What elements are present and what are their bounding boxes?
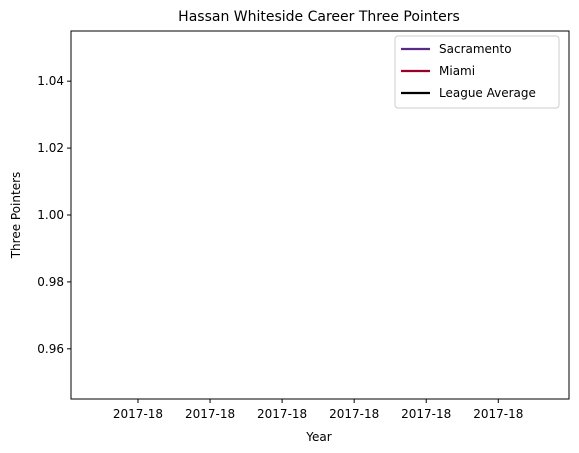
y-axis-label: Three Pointers	[9, 172, 23, 260]
y-tick-label: 1.02	[37, 141, 64, 155]
y-axis-ticks: 0.96 0.98 1.00 1.02 1.04	[37, 74, 71, 356]
x-tick-label: 2017-18	[473, 407, 523, 421]
legend-label: Miami	[439, 64, 475, 78]
legend-label: Sacramento	[439, 42, 512, 56]
chart-title: Hassan Whiteside Career Three Pointers	[178, 9, 460, 25]
x-tick-label: 2017-18	[329, 407, 379, 421]
x-tick-label: 2017-18	[401, 407, 451, 421]
x-axis-label: Year	[305, 430, 331, 444]
legend-box	[394, 35, 560, 109]
legend: Sacramento Miami League Average	[394, 35, 560, 109]
y-tick-label: 0.96	[37, 342, 64, 356]
y-tick-label: 1.04	[37, 74, 64, 88]
x-tick-label: 2017-18	[257, 407, 307, 421]
y-tick-label: 0.98	[37, 275, 64, 289]
legend-label: League Average	[439, 86, 536, 100]
y-tick-label: 1.00	[37, 208, 64, 222]
x-axis-ticks: 2017-18 2017-18 2017-18 2017-18 2017-18 2017-…	[113, 399, 523, 421]
x-tick-label: 2017-18	[113, 407, 163, 421]
x-tick-label: 2017-18	[185, 407, 235, 421]
